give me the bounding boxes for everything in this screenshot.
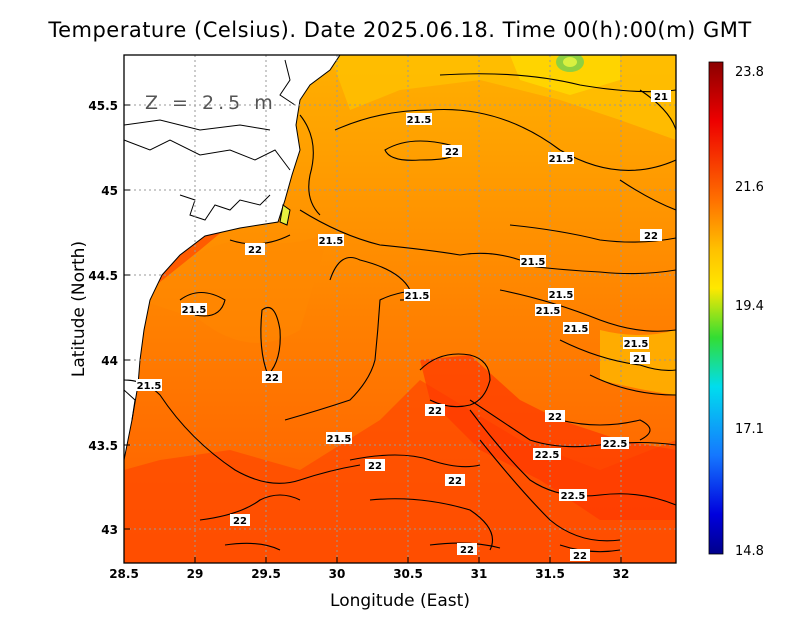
- contour-label: 22: [573, 551, 587, 562]
- contour-label: 21.5: [319, 236, 344, 247]
- colorbar: [708, 61, 724, 555]
- contour-label: 21.5: [564, 324, 589, 335]
- contour-label: 22: [428, 406, 442, 417]
- map-grid: [124, 55, 676, 563]
- plot-frame: [123, 54, 677, 564]
- colorbar-tick-label: 14.8: [735, 544, 764, 559]
- axis-ticks: [124, 104, 622, 563]
- colorbar-tick-labels: 23.8 21.6 19.4 17.1 14.8: [735, 65, 764, 559]
- y-axis-label: Latitude (North): [69, 241, 89, 377]
- contour-label: 21.5: [521, 257, 546, 268]
- map-title: Temperature (Celsius). Date 2025.06.18. …: [48, 18, 752, 42]
- map-plot-area: Z = 2.5 m 21.5 22 21.5 21 22 21.5 21.5 2…: [124, 55, 676, 563]
- y-tick-label: 45.5: [88, 99, 118, 113]
- warm-patch-south: [124, 380, 676, 563]
- x-tick-label: 29: [187, 567, 204, 581]
- contour-label: 21.5: [405, 291, 430, 302]
- contour-label: 21.5: [536, 306, 561, 317]
- contour-label: 22: [368, 461, 382, 472]
- colorbar-tick-label: 21.6: [735, 180, 764, 195]
- contour-label: 22: [445, 147, 459, 158]
- y-tick-label: 43: [101, 523, 118, 537]
- contour-label: 22.5: [603, 439, 628, 450]
- x-tick-label: 30.5: [393, 567, 423, 581]
- warm-patch-central: [420, 355, 676, 520]
- land-mass-west: [124, 55, 341, 461]
- contour-label: 22: [265, 373, 279, 384]
- contour-label: 21: [633, 354, 647, 365]
- contour-label: 21.5: [182, 305, 207, 316]
- contour-label: 21.5: [327, 434, 352, 445]
- x-tick-labels: 28.5 29 29.5 30 30.5 31 31.5 32: [109, 567, 629, 581]
- x-tick-label: 30: [329, 567, 346, 581]
- contour-label: 22: [548, 412, 562, 423]
- contour-label: 21.5: [407, 115, 432, 126]
- y-tick-label: 44.5: [88, 269, 118, 283]
- x-tick-label: 32: [613, 567, 630, 581]
- contour-label: 21.5: [549, 290, 574, 301]
- y-tick-label: 43.5: [88, 439, 118, 453]
- isotherm-lines: [124, 73, 676, 553]
- contour-label: 21.5: [549, 154, 574, 165]
- y-tick-labels: 43 43.5 44 44.5 45 45.5: [88, 99, 118, 537]
- contour-label: 21.5: [624, 339, 649, 350]
- contour-label: 22: [448, 476, 462, 487]
- x-tick-label: 31: [471, 567, 488, 581]
- colorbar-tick-label: 19.4: [735, 299, 764, 314]
- contour-labels: 21.5 22 21.5 21 22 21.5 21.5 22 21.5 21.…: [136, 90, 671, 562]
- contour-label: 22: [644, 231, 658, 242]
- x-axis-label: Longitude (East): [330, 591, 470, 611]
- colorbar-tick-label: 23.8: [735, 65, 764, 80]
- y-tick-label: 44: [101, 354, 118, 368]
- contour-label: 22.5: [561, 491, 586, 502]
- x-tick-label: 29.5: [251, 567, 281, 581]
- contour-label: 22: [233, 516, 247, 527]
- cool-patch-north-core: [510, 55, 620, 95]
- contour-label: 22: [248, 245, 262, 256]
- y-tick-label: 45: [101, 184, 118, 198]
- x-tick-label: 28.5: [109, 567, 139, 581]
- colorbar-tick-label: 17.1: [735, 422, 764, 437]
- contour-label: 21: [654, 92, 668, 103]
- contour-label: 22: [460, 545, 474, 556]
- depth-label: Z = 2.5 m: [145, 92, 277, 114]
- contour-label: 22.5: [535, 450, 560, 461]
- x-tick-label: 31.5: [535, 567, 565, 581]
- contour-label: 21.5: [137, 381, 162, 392]
